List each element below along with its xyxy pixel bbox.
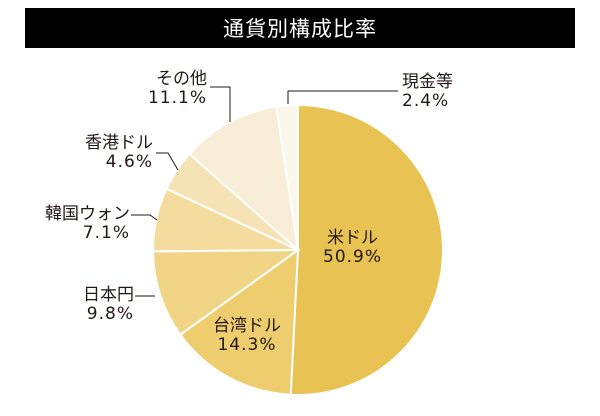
pie-slices: [152, 103, 444, 396]
label-jpy-pct: 9.8%: [86, 304, 134, 324]
label-jpy: 日本円 9.8%: [56, 286, 134, 324]
label-cash-pct: 2.4%: [402, 91, 450, 111]
label-cash-name: 現金等: [402, 72, 453, 92]
pie-slice-2: [152, 248, 302, 337]
label-krw-name: 韓国ウォン: [45, 204, 130, 224]
leader-line-krw: [131, 214, 158, 221]
label-twd-pct: 14.3%: [217, 335, 277, 355]
leader-line-hkd: [156, 152, 179, 171]
label-krw-pct: 7.1%: [82, 223, 130, 243]
pie-slice-5: [187, 105, 300, 253]
pie-slice-6: [275, 103, 299, 251]
label-usd-pct: 50.9%: [323, 247, 383, 267]
label-jpy-name: 日本円: [83, 285, 134, 305]
label-usd-name: 米ドル: [327, 228, 378, 248]
leader-lines: [131, 86, 398, 297]
pie-slice-0: [289, 103, 444, 396]
label-hkd: 香港ドル 4.6%: [60, 134, 153, 172]
label-other: その他 11.1%: [120, 70, 207, 108]
chart-title: 通貨別構成比率: [25, 8, 575, 48]
leader-line-cash: [287, 90, 398, 104]
label-hkd-pct: 4.6%: [105, 152, 153, 172]
label-other-name: その他: [156, 69, 207, 89]
label-twd: 台湾ドル 14.3%: [213, 317, 281, 355]
pie-slice-1: [178, 247, 300, 396]
label-other-pct: 11.1%: [147, 88, 207, 108]
label-usd: 米ドル 50.9%: [323, 229, 382, 267]
label-cash: 現金等 2.4%: [402, 73, 453, 111]
label-hkd-name: 香港ドル: [85, 133, 153, 153]
label-krw: 韓国ウォン 7.1%: [20, 205, 130, 243]
label-twd-name: 台湾ドル: [213, 316, 281, 336]
leader-line-other: [210, 86, 231, 122]
